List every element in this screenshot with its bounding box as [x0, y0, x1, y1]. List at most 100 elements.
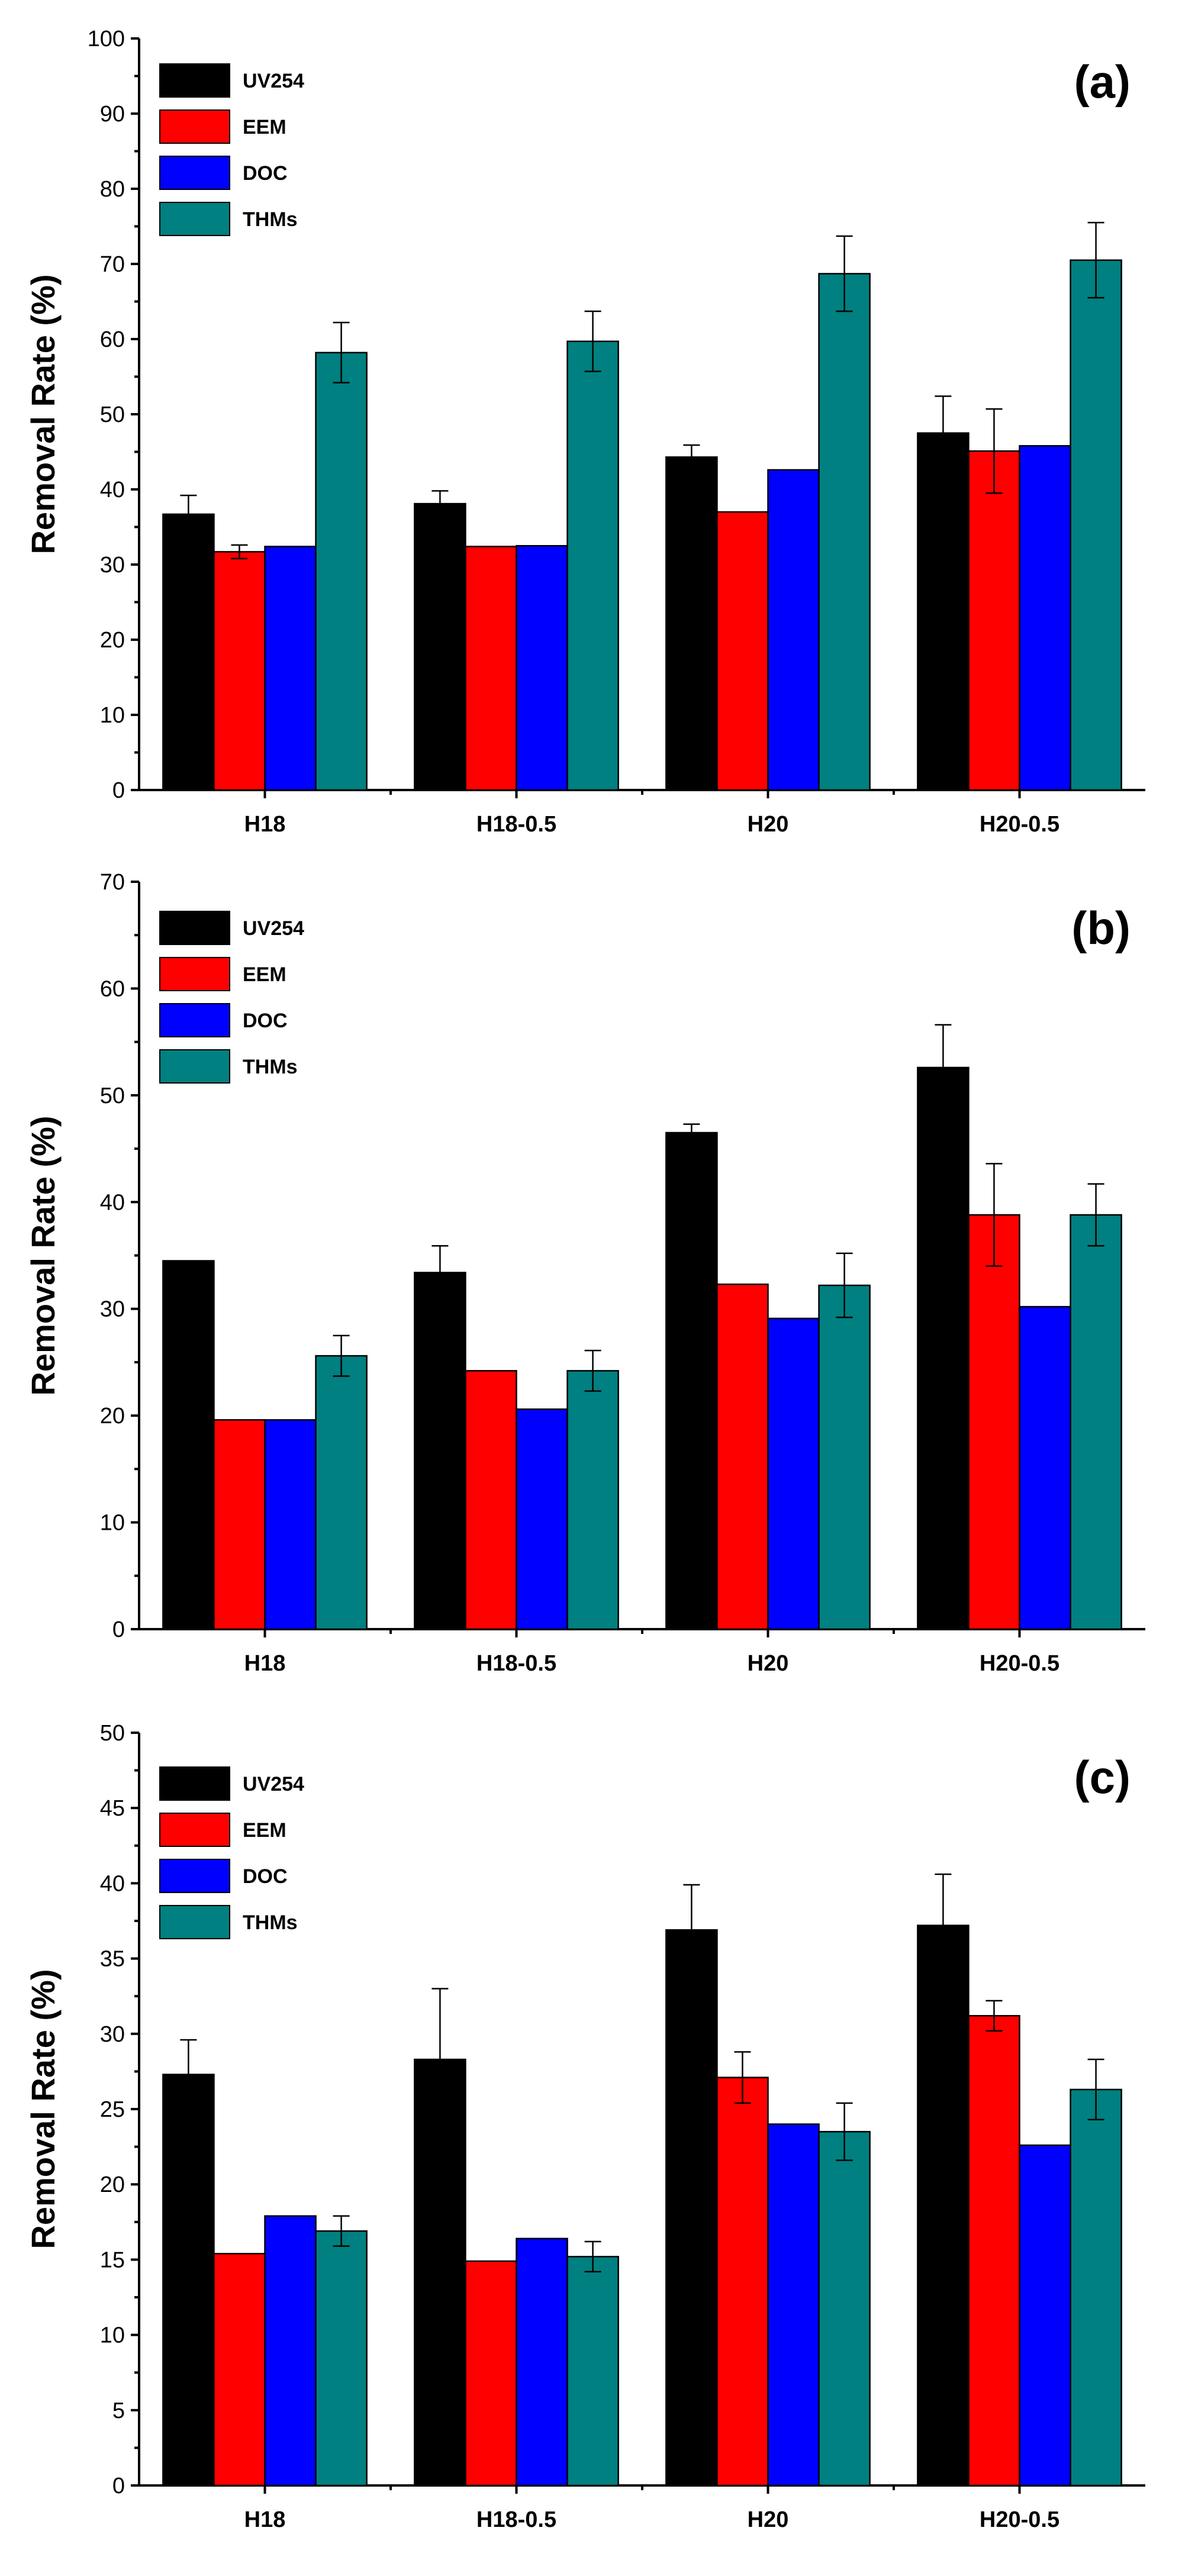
panel-b-y-tick-label: 70 [100, 870, 125, 895]
panel-b-bar-doc [767, 1317, 820, 1630]
panel-a-y-tick-label: 30 [100, 553, 125, 578]
panel-b-bar-uv254 [162, 1260, 215, 1630]
panel-a-y-tick-label: 70 [100, 252, 125, 277]
panel-a-bar-doc [767, 469, 820, 791]
panel-a-x-tick-label: H20-0.5 [980, 812, 1059, 837]
panel-b-x-tick-label: H18 [244, 1651, 286, 1676]
panel-c-bar-uv254 [917, 1924, 970, 2487]
panel-c-bar-thms [315, 2230, 368, 2487]
panel-b-x-tick-label: H20-0.5 [980, 1651, 1059, 1676]
panel-c-bar-eem [968, 2015, 1020, 2487]
panel-a-legend-label: UV254 [243, 70, 304, 92]
panel-a-error-bar [180, 494, 197, 534]
panel-a-bar-uv254 [162, 513, 215, 791]
panel-a-bar-thms [1070, 259, 1122, 791]
panel-b-y-tick-label: 10 [100, 1511, 125, 1536]
panel-b-x-tick-label: H20 [748, 1651, 789, 1676]
panel-a-bar-doc [516, 545, 568, 791]
panel-c-x-tick-label: H18 [244, 2507, 286, 2532]
panel-a-legend-label: EEM [243, 116, 286, 138]
panel-a-legend-swatch-uv254 [159, 63, 230, 98]
panel-c-bar-doc [1019, 2144, 1071, 2487]
panel-c-bar-eem [465, 2260, 517, 2487]
panel-c-legend-swatch-eem [159, 1813, 230, 1847]
panel-b: Removal Rate (%) (b) 0 10 20 30 40 50 60 70 H18 H… [24, 870, 1145, 1676]
panel-c-error-bar [1087, 2058, 1104, 2121]
panel-a-error-bar [231, 544, 248, 560]
panel-b-bar-thms [818, 1284, 871, 1630]
panel-b-error-bar [935, 1024, 952, 1111]
panel-a-error-bar [1087, 221, 1104, 299]
panel-b-error-bar [584, 1349, 601, 1392]
panel-a-y-tick-label: 40 [100, 478, 125, 502]
panel-b-bar-doc [264, 1419, 317, 1630]
panel-b-y-tick-label: 60 [100, 976, 125, 1001]
panel-b-bar-doc [1019, 1305, 1071, 1630]
panel-a-y-tick-label: 0 [112, 778, 125, 803]
panel-a-y-tick-label: 10 [100, 703, 125, 728]
panel-a-bar-doc [1019, 445, 1071, 791]
panel-c-y-tick-label: 50 [100, 1721, 125, 1746]
panel-b-legend-swatch-uv254 [159, 911, 230, 945]
panel-a-bar-eem [213, 551, 266, 791]
panel-b-error-bar [1087, 1183, 1104, 1247]
panel-a-error-bar [683, 444, 700, 470]
panel-b-y-tick-label: 30 [100, 1297, 125, 1322]
panel-b-bar-doc [516, 1408, 568, 1630]
panel-c-y-tick-label: 20 [100, 2172, 125, 2197]
panel-a-x-tick-label: H18-0.5 [476, 812, 556, 837]
panel-a-legend-label: THMs [243, 208, 298, 231]
panel-a-label: (a) [1074, 56, 1131, 108]
panel-a-bar-doc [264, 546, 317, 791]
panel-b-error-bar [683, 1123, 700, 1142]
panel-c-legend-swatch-uv254 [159, 1766, 230, 1801]
panel-c-error-bar [431, 1988, 449, 2131]
panel-a-y-tick-label: 50 [100, 402, 125, 427]
panel-b-bar-eem [716, 1283, 769, 1630]
panel-b-y-tick-label: 0 [112, 1617, 125, 1642]
panel-c-bar-thms [566, 2256, 619, 2487]
panel-c-bar-eem [716, 2077, 769, 2487]
panel-b-legend-label: EEM [243, 963, 286, 986]
panel-b-legend-swatch-doc [159, 1003, 230, 1037]
panel-b-bar-thms [566, 1370, 619, 1630]
panel-c-bar-doc [264, 2215, 317, 2487]
panel-c-y-tick-label: 5 [112, 2398, 125, 2423]
panel-b-y-axis-label: Removal Rate (%) [24, 1115, 62, 1395]
panel-b-y-tick-label: 40 [100, 1190, 125, 1215]
panel-c-error-bar [985, 2000, 1003, 2032]
panel-b-error-bar [333, 1334, 350, 1377]
panel-b-bar-eem [968, 1214, 1020, 1630]
panel-a-error-bar [584, 310, 601, 372]
panel-c-y-tick-label: 25 [100, 2097, 125, 2122]
panel-c-legend-swatch-thms [159, 1905, 230, 1939]
panel-a: Removal Rate (%) (a) 0 10 20 30 40 50 60 70 80 90… [24, 27, 1145, 837]
panel-b-bar-eem [465, 1370, 517, 1630]
panel-b-error-bar [431, 1245, 449, 1300]
panel-b-bar-uv254 [414, 1272, 466, 1630]
panel-a-bar-thms [566, 340, 619, 791]
panel-c-legend-label: UV254 [243, 1773, 304, 1795]
panel-b-label: (b) [1071, 902, 1131, 954]
panel-b-bar-uv254 [665, 1131, 718, 1630]
panel-a-legend-swatch-eem [159, 109, 230, 144]
panel-c-legend-label: DOC [243, 1865, 288, 1888]
panel-b-y-tick-label: 20 [100, 1404, 125, 1429]
panel-c-x-tick-label: H20-0.5 [980, 2507, 1059, 2532]
panel-a-y-tick-label: 80 [100, 177, 125, 202]
panel-c-bar-eem [213, 2252, 266, 2487]
panel-c-legend-label: THMs [243, 1911, 298, 1934]
panel-b-error-bar [836, 1252, 853, 1318]
panel-c-label: (c) [1074, 1751, 1131, 1803]
panel-b-bar-thms [1070, 1214, 1122, 1630]
panel-c-y-tick-label: 40 [100, 1871, 125, 1896]
panel-a-bar-thms [315, 352, 368, 791]
panel-a-x-tick-label: H20 [748, 812, 789, 837]
panel-c-legend-swatch-doc [159, 1859, 230, 1893]
panel-b-legend-swatch-eem [159, 957, 230, 991]
panel-a-y-tick-label: 100 [88, 27, 125, 51]
panel-a-legend-swatch-doc [159, 156, 230, 190]
panel-c-bar-uv254 [162, 2074, 215, 2487]
panel-a-error-bar [431, 490, 449, 517]
panel-c-x-tick-label: H18-0.5 [476, 2507, 556, 2532]
